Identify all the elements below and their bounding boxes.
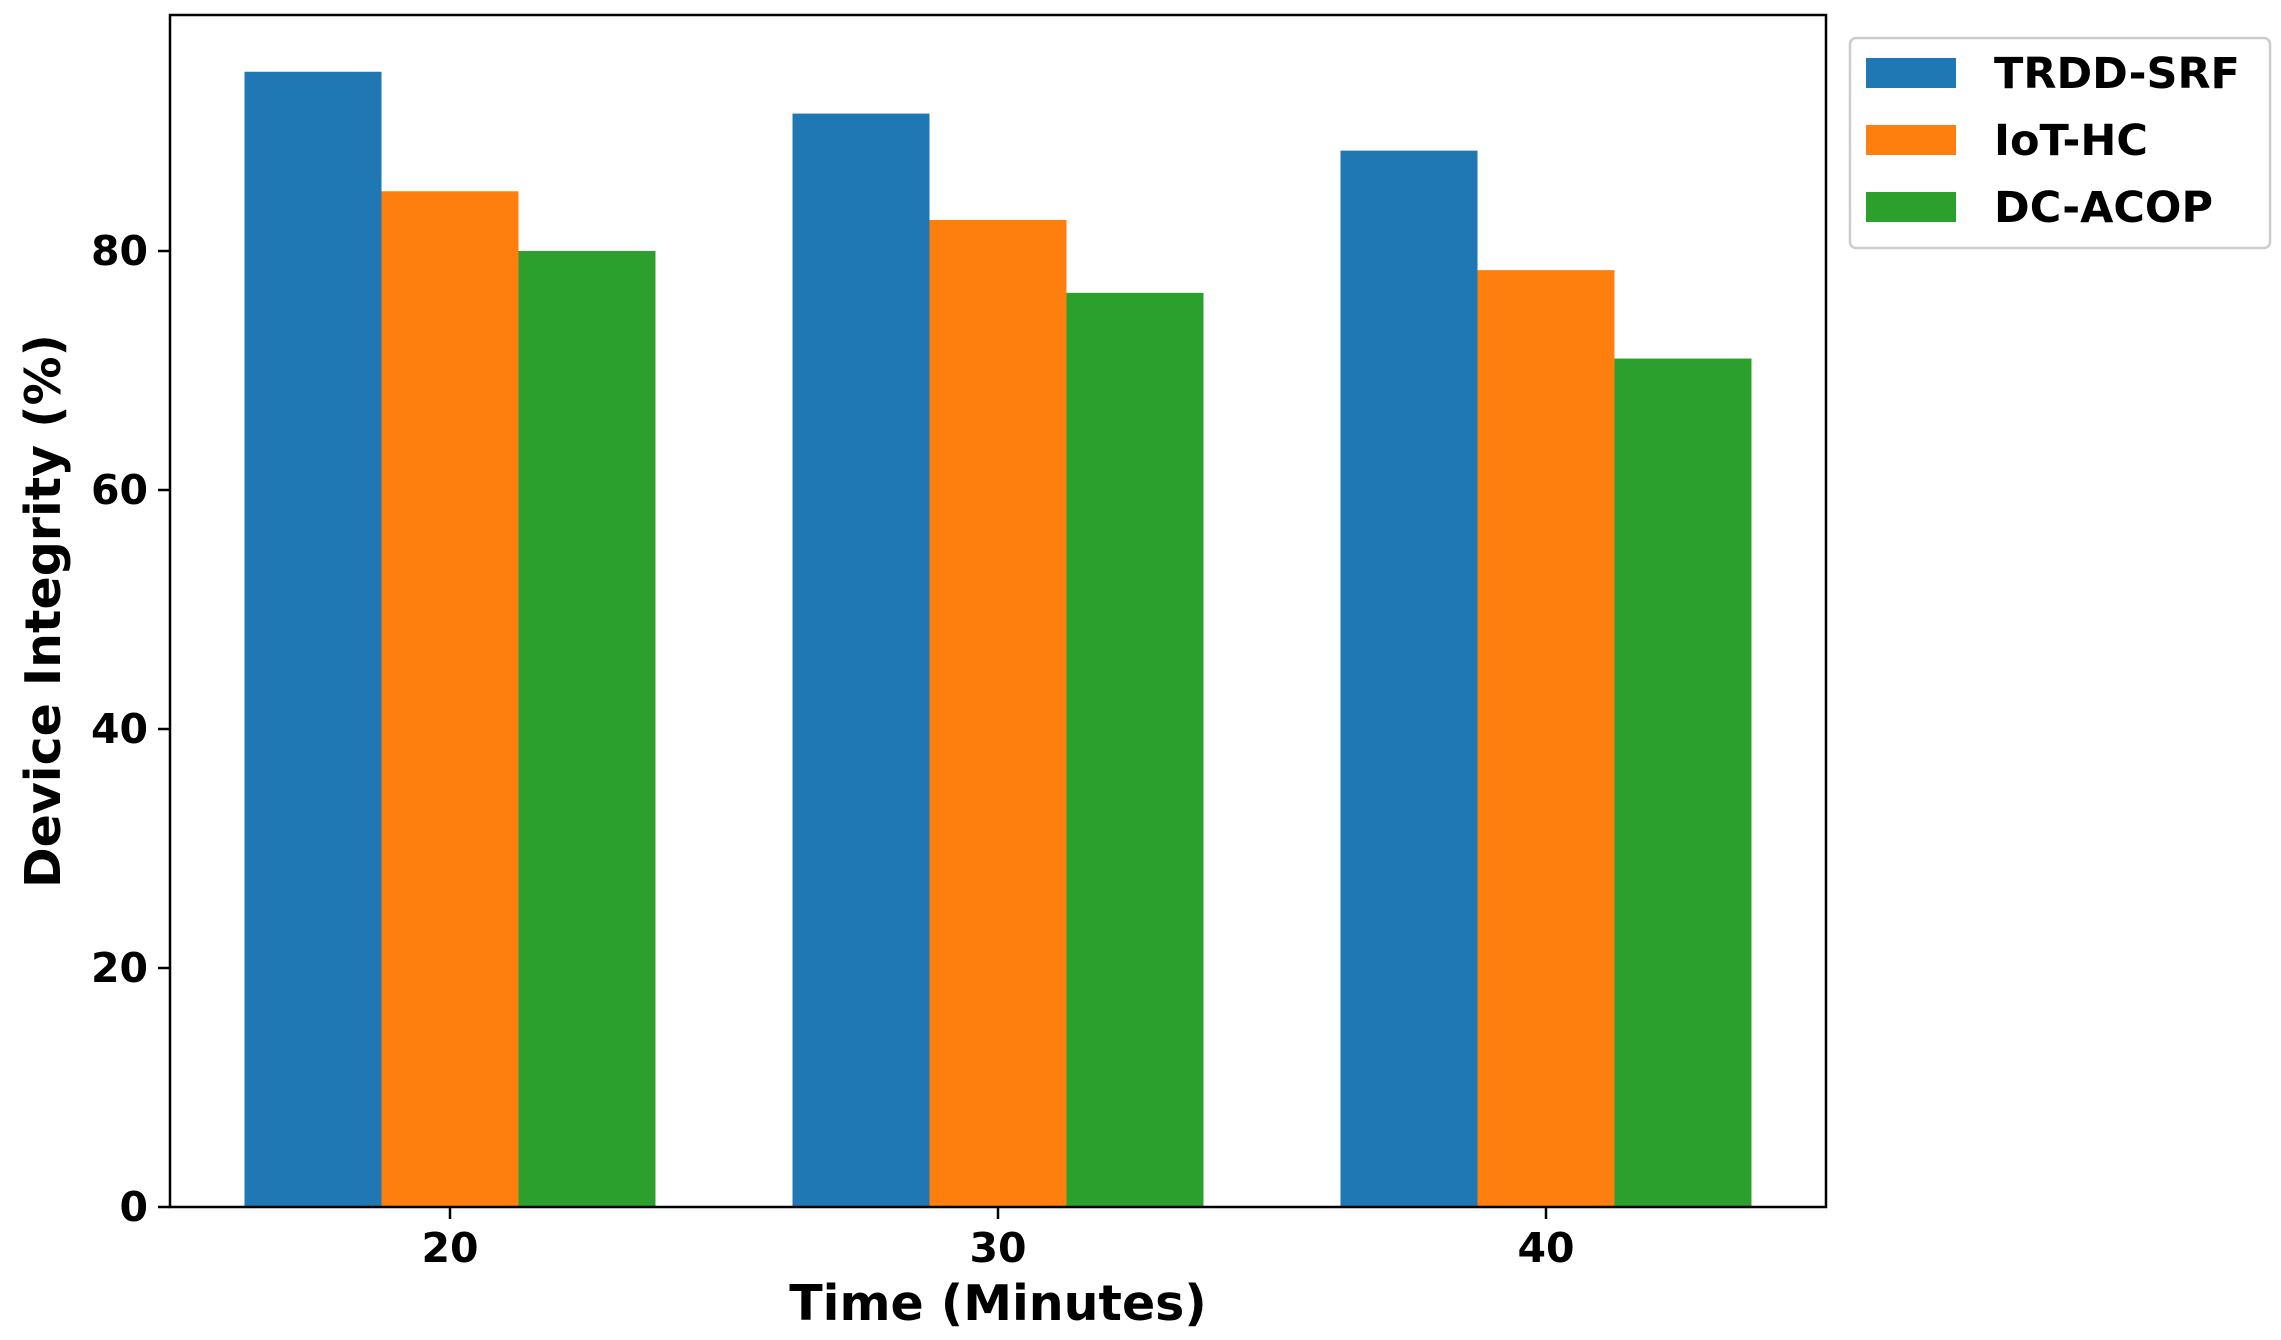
y-axis: 0 20 40 60 80 xyxy=(91,227,170,1231)
bar-dc-acop-30 xyxy=(1066,292,1204,1207)
x-axis-title: Time (Minutes) xyxy=(789,1275,1207,1332)
legend: TRDD-SRF IoT-HC DC-ACOP xyxy=(1848,36,2272,250)
legend-swatch-iot-hc xyxy=(1866,125,1956,155)
x-tick-label: 20 xyxy=(421,1224,478,1272)
x-tick-label: 40 xyxy=(1517,1224,1574,1272)
bar-trdd-srf-40 xyxy=(1340,150,1478,1207)
bar-iot-hc-20 xyxy=(381,191,519,1208)
bar-iot-hc-30 xyxy=(929,219,1067,1207)
legend-swatch-dc-acop xyxy=(1866,192,1956,222)
y-tick-label: 0 xyxy=(119,1183,148,1231)
x-axis: 20 30 40 xyxy=(421,1207,1575,1272)
legend-label-iot-hc: IoT-HC xyxy=(1994,116,2148,166)
bar-trdd-srf-30 xyxy=(792,113,930,1208)
legend-swatch-trdd-srf xyxy=(1866,58,1956,88)
x-tick-label: 30 xyxy=(969,1224,1026,1272)
bar-iot-hc-40 xyxy=(1477,270,1615,1207)
bar-dc-acop-20 xyxy=(518,251,656,1208)
legend-label-trdd-srf: TRDD-SRF xyxy=(1994,49,2240,99)
y-axis-title: Device Integrity (%) xyxy=(15,334,72,888)
y-tick-label: 40 xyxy=(91,705,148,753)
bar-trdd-srf-20 xyxy=(244,71,382,1207)
legend-label-dc-acop: DC-ACOP xyxy=(1994,183,2213,233)
bar-dc-acop-40 xyxy=(1614,358,1752,1207)
y-tick-label: 60 xyxy=(91,466,148,514)
bars-layer xyxy=(244,71,1752,1208)
y-tick-label: 80 xyxy=(91,227,148,275)
y-tick-label: 20 xyxy=(91,944,148,992)
